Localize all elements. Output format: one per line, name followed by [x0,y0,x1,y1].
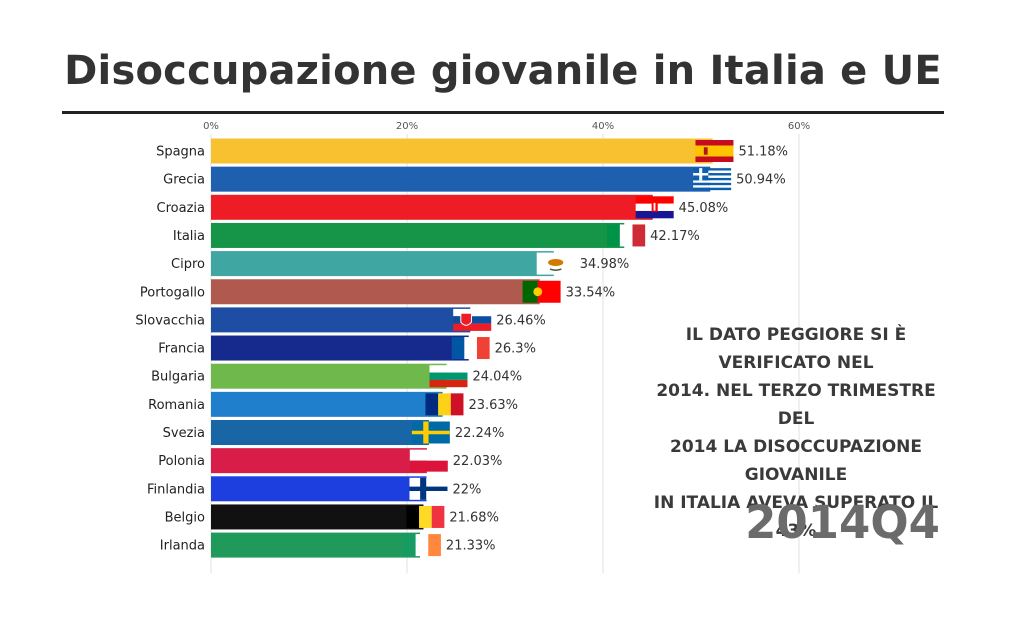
bar [211,279,540,305]
greece-flag-icon [693,168,732,191]
category-label: Romania [148,398,205,413]
bar [211,532,421,558]
x-tick-label: 20% [396,121,418,132]
bars [211,138,713,558]
x-tick-label: 0% [203,121,219,132]
portugal-flag-icon [522,280,561,303]
value-label: 51.18% [738,145,788,160]
bar [211,194,653,220]
value-label: 26.3% [495,342,536,357]
cyprus-flag-icon [536,252,575,275]
category-label: Slovacchia [135,313,205,328]
value-label: 22.03% [453,454,503,469]
value-label: 34.98% [580,257,630,272]
bar [211,476,427,502]
spain-flag-icon [695,140,734,162]
value-label: 50.94% [736,173,786,188]
france-flag-icon [451,337,490,360]
category-label: Bulgaria [151,370,205,385]
bar [211,420,429,445]
value-label: 22% [453,482,482,497]
category-labels: Spagna Grecia Croazia Italia Cipro Portogallo… [135,145,205,554]
value-label: 26.46% [496,313,546,328]
chart-title: Disoccupazione giovanile in Italia e UE [64,48,942,94]
value-label: 22.24% [455,426,505,441]
value-label: 23.63% [468,398,518,413]
x-axis-ticks: 0% 20% 40% 60% [203,121,810,132]
bulgaria-flag-icon [429,365,468,388]
slovakia-flag-icon [453,308,492,331]
bar [211,222,625,248]
flags [402,140,734,557]
category-label: Finlandia [147,482,205,497]
note-line: IL DATO PEGGIORE SI È VERIFICATO NEL [685,325,907,373]
italy-flag-icon [607,224,646,247]
category-label: Belgio [165,510,205,525]
category-label: Cipro [171,257,205,272]
value-label: 42.17% [650,229,700,244]
bar [211,504,424,530]
category-label: Italia [173,229,205,244]
bar [211,307,471,333]
category-label: Svezia [163,426,205,441]
bar [211,448,427,474]
category-label: Irlanda [160,539,205,554]
bar [211,363,447,389]
value-label: 24.04% [472,370,522,385]
value-label: 45.08% [679,201,729,216]
annotation-note: IL DATO PEGGIORE SI È VERIFICATO NEL 201… [636,321,956,545]
x-tick-label: 60% [788,121,810,132]
bar [211,166,711,192]
romania-flag-icon [425,393,464,416]
note-line: 2014 LA DISOCCUPAZIONE GIOVANILE [669,437,923,485]
croatia-flag-icon [635,196,674,219]
value-label: 33.54% [566,285,616,300]
value-label: 21.68% [449,510,499,525]
bar [211,391,443,417]
category-label: Portogallo [140,285,205,300]
category-label: Croazia [157,201,205,216]
bar [211,138,713,164]
x-tick-label: 40% [592,121,614,132]
value-labels: 51.18% 50.94% 45.08% 42.17% 34.98% 33.54% 26.4… [446,145,788,554]
value-label: 21.33% [446,539,496,554]
period-label: 2014Q4 [745,496,940,549]
category-label: Spagna [156,145,205,160]
category-label: Grecia [163,173,205,188]
title-underline [62,111,944,114]
note-line: IN ITALIA AVEVA SUPERATO IL 43% [653,493,939,541]
bar [211,251,554,277]
category-label: Polonia [158,454,205,469]
finland-flag-icon [409,477,448,500]
bar [211,335,469,361]
sweden-flag-icon [411,421,450,444]
note-line: 2014. NEL TERZO TRIMESTRE DEL [656,381,936,429]
poland-flag-icon [409,449,448,472]
category-label: Francia [158,342,205,357]
ireland-flag-icon [402,534,441,557]
belgium-flag-icon [406,505,445,528]
